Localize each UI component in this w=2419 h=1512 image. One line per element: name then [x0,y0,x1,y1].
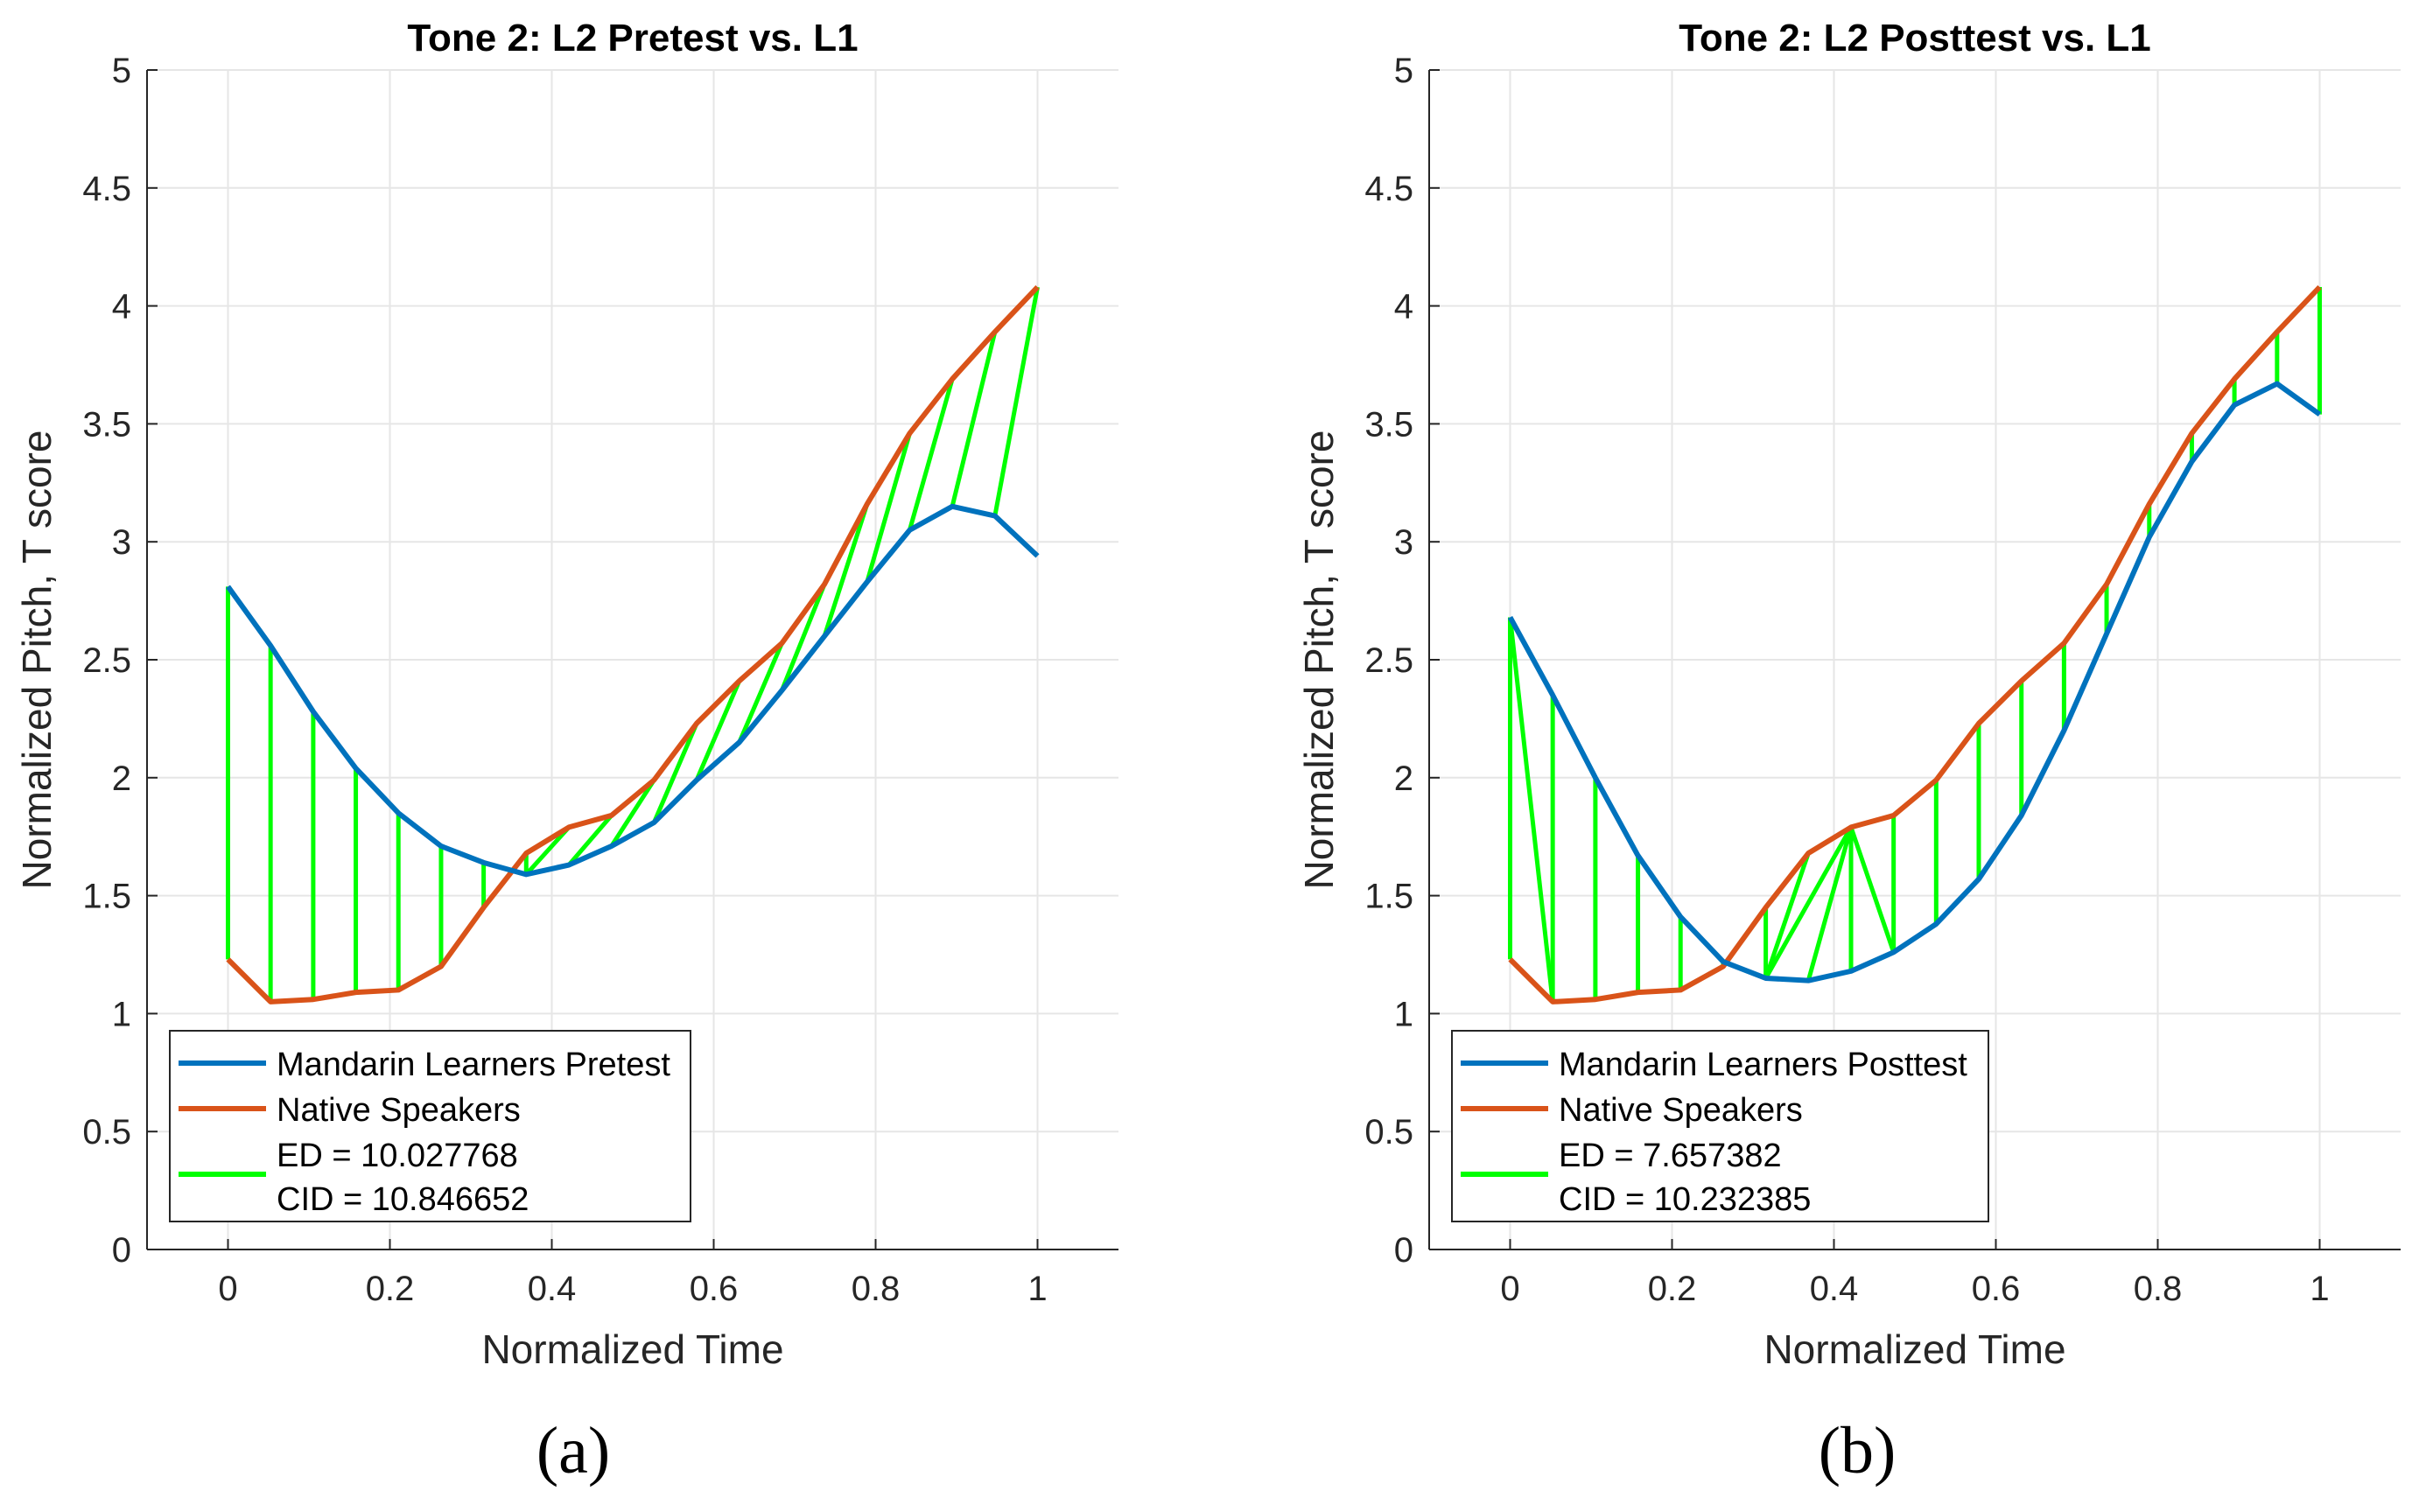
y-tick-label: 4 [1394,288,1413,326]
legend-label-cid: CID = 10.846652 [277,1181,529,1218]
chart-panel-b: 0 0.2 0.4 0.6 0.8 1 0 0.5 1 1.5 2 2.5 3 3.5 4 4.5 5 Tone … [1296,17,2401,1372]
x-tick-label: 1 [1027,1270,1047,1308]
alignment-line [865,432,912,583]
chart-panel-a: 0 0.2 0.4 0.6 0.8 1 0 0.5 1 1.5 2 2.5 3 3.5 4 4.5 5 Tone … [14,17,1118,1372]
native-speakers-line [226,284,1040,1004]
y-tick-label: 3.5 [1364,405,1413,444]
legend-label-native: Native Speakers [1559,1092,1803,1129]
native-speakers-line [1508,284,2322,1004]
alignment-line [737,642,784,744]
chart-title: Tone 2: L2 Pretest vs. L1 [407,17,858,60]
x-tick-label: 0 [218,1270,237,1308]
y-tick-label: 3 [112,523,131,562]
legend-label-ed: ED = 7.657382 [1559,1138,1782,1174]
x-tick-label: 0.4 [1810,1270,1859,1308]
alignment-line [567,814,614,867]
y-tick-label: 5 [1394,52,1413,90]
y-tick-label: 5 [112,52,131,90]
alignment-line [780,583,827,691]
alignment-line [652,722,699,824]
alignment-line [524,825,571,877]
y-tick-label: 3 [1394,523,1413,562]
learners-line [226,503,1040,878]
y-tick-label: 1.5 [1364,878,1413,916]
y-tick-label: 1.5 [82,878,131,916]
x-tick-label: 0.6 [1972,1270,2021,1308]
x-axis-label: Normalized Time [1763,1326,2065,1372]
y-axis-label: Normalized Pitch, T score [14,430,60,890]
chart-title: Tone 2: L2 Posttest vs. L1 [1679,17,2151,60]
alignment-line [694,680,742,781]
y-tick-label: 0.5 [82,1113,131,1152]
y-tick-label: 4.5 [82,170,131,208]
y-tick-label: 2 [112,760,131,798]
legend-label-ed: ED = 10.027768 [277,1138,518,1174]
y-tick-label: 3.5 [82,405,131,444]
x-tick-label: 0.2 [1648,1270,1697,1308]
x-tick-label: 0 [1500,1270,1519,1308]
legend-label-native: Native Speakers [277,1092,521,1129]
x-tick-label: 0.8 [852,1270,901,1308]
learners-line [1507,381,2322,984]
panel-label-b: (b) [1818,1414,1897,1488]
y-tick-label: 0 [112,1231,131,1270]
y-tick-label: 4 [112,288,131,326]
legend-label-learners: Mandarin Learners Pretest [277,1046,670,1083]
y-tick-label: 2 [1394,760,1413,798]
alignment-line [609,779,656,848]
legend-label-cid: CID = 10.232385 [1559,1181,1811,1218]
y-axis-label: Normalized Pitch, T score [1296,430,1342,890]
alignment-line [1848,826,1897,954]
alignment-line [1805,826,1854,982]
alignment-line [1508,617,1555,1003]
y-tick-label: 1 [112,995,131,1033]
x-tick-label: 0.6 [690,1270,739,1308]
y-tick-label: 0.5 [1364,1113,1413,1152]
alignment-line [822,503,870,637]
legend-label-learners: Mandarin Learners Posttest [1559,1046,1967,1083]
y-tick-label: 4.5 [1364,170,1413,208]
y-tick-label: 2.5 [82,641,131,680]
x-tick-label: 1 [2310,1270,2329,1308]
alignment-line [992,286,1040,517]
alignment-line [950,331,998,508]
panel-label-a: (a) [536,1414,611,1488]
x-tick-label: 0.4 [528,1270,577,1308]
y-tick-label: 1 [1394,995,1413,1033]
y-tick-label: 0 [1394,1231,1413,1270]
x-tick-label: 0.8 [2134,1270,2183,1308]
x-tick-label: 0.2 [366,1270,415,1308]
alignment-line [908,378,955,531]
alignment-line [1763,826,1854,980]
x-axis-label: Normalized Time [481,1326,783,1372]
alignment-line [1763,852,1811,979]
y-tick-label: 2.5 [1364,641,1413,680]
